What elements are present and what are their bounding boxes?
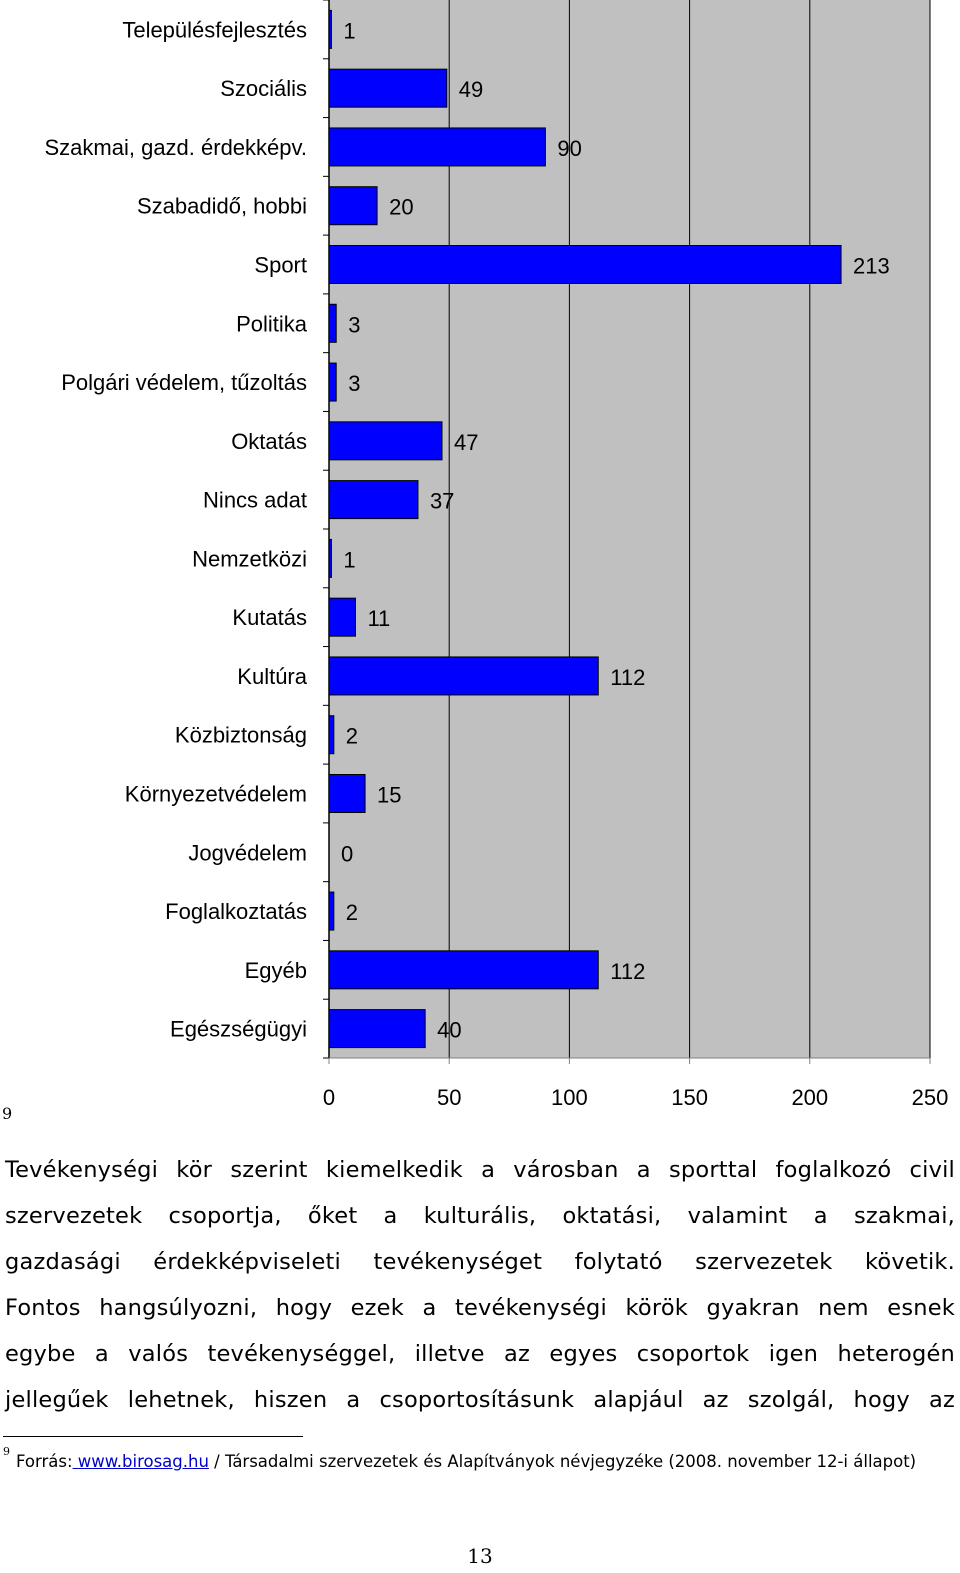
category-label: Polgári védelem, tűzoltás [61, 370, 307, 395]
category-label: Sport [254, 253, 307, 278]
x-tick-label: 50 [437, 1085, 461, 1110]
bar [328, 245, 842, 284]
bar [328, 480, 419, 520]
source-link[interactable]: www.birosag.hu [72, 1452, 209, 1471]
data-label: 112 [610, 665, 645, 690]
data-label: 40 [437, 1018, 461, 1043]
footnote-prefix: Forrás: [16, 1452, 73, 1471]
bar [328, 303, 337, 343]
data-label: 37 [430, 489, 454, 514]
bar [328, 538, 332, 578]
plot-area [329, 0, 930, 1058]
footnote-separator [3, 1436, 303, 1437]
body-line: Tevékenységi kör szerint kiemelkedik a v… [5, 1157, 955, 1183]
x-tick-label: 200 [791, 1085, 828, 1110]
category-label: Szabadidő, hobbi [137, 194, 307, 219]
category-label: Nincs adat [203, 488, 307, 513]
data-label: 0 [341, 841, 353, 866]
bar-chart: 1 Településfejlesztés 49 Szociális 90 Szakmai… [45, 0, 949, 1110]
data-label: 2 [346, 724, 358, 749]
data-label: 20 [389, 195, 413, 220]
data-label: 11 [367, 606, 390, 631]
body-line: egybe a valós tevékenységgel, illetve az… [5, 1341, 955, 1367]
bar [328, 774, 366, 813]
data-label: 90 [557, 136, 581, 161]
x-tick-label: 250 [912, 1085, 949, 1110]
category-label: Oktatás [231, 429, 307, 454]
category-label: Közbiztonság [175, 723, 307, 748]
bar [328, 891, 335, 931]
body-line: gazdasági érdekképviseleti tevékenységet… [5, 1249, 955, 1275]
category-label: Nemzetközi [192, 546, 307, 571]
category-label: Jogvédelem [188, 840, 307, 865]
body-line: szervezetek csoportja, őket a kulturális… [5, 1203, 955, 1229]
category-label: Szakmai, gazd. érdekképv. [45, 135, 308, 160]
bar [328, 68, 448, 108]
body-line: Fontos hangsúlyozni, hogy ezek a tevéken… [5, 1295, 955, 1321]
category-label: Kutatás [232, 605, 307, 630]
data-label: 1 [343, 18, 355, 43]
x-tick-label: 0 [323, 1085, 335, 1110]
category-label: Politika [236, 311, 308, 336]
footnote-suffix: / Társadalmi szervezetek és Alapítványok… [208, 1452, 917, 1471]
category-label: Szociális [220, 76, 307, 101]
category-label: Egészségügyi [170, 1017, 307, 1042]
bar [328, 362, 337, 402]
bar [328, 186, 378, 226]
bar [328, 421, 443, 461]
data-label: 112 [610, 959, 645, 984]
category-label: Környezetvédelem [125, 782, 307, 807]
bar [328, 127, 546, 167]
footnote-text: Forrás: www.birosag.hu / Társadalmi szer… [16, 1452, 956, 1471]
data-label: 15 [377, 783, 401, 808]
body-paragraph: Tevékenységi kör szerint kiemelkedik a v… [5, 1147, 955, 1423]
data-label: 213 [853, 254, 890, 279]
bar [328, 597, 356, 637]
bar [328, 950, 599, 990]
data-label: 3 [348, 371, 360, 396]
x-tick-label: 150 [671, 1085, 708, 1110]
category-label: Foglalkoztatás [165, 899, 307, 924]
data-label: 47 [454, 430, 478, 455]
bar [328, 656, 599, 696]
data-label: 1 [343, 547, 355, 572]
page-number: 13 [467, 1544, 493, 1568]
bar [328, 715, 335, 755]
category-label: Egyéb [245, 958, 307, 983]
footnote-reference: 9 [2, 1104, 13, 1123]
category-label: Kultúra [237, 664, 307, 689]
x-tick-label: 100 [551, 1085, 588, 1110]
footnote-number: 9 [3, 1445, 10, 1458]
data-label: 49 [459, 77, 483, 102]
data-label: 2 [346, 900, 358, 925]
body-line: jellegűek lehetnek, hiszen a csoportosít… [5, 1387, 955, 1413]
category-label: Településfejlesztés [122, 17, 307, 42]
bar [328, 9, 332, 49]
data-label: 3 [348, 312, 360, 337]
bar [328, 1009, 426, 1049]
